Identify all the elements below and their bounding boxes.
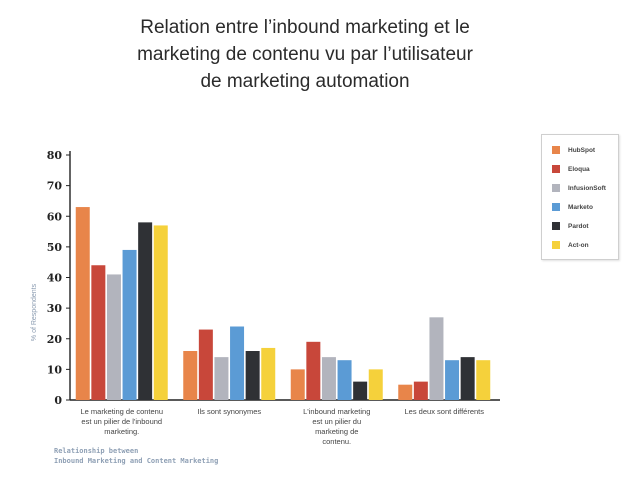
- bar-pardot: [138, 222, 153, 400]
- legend-item: Eloqua: [552, 163, 590, 175]
- legend-item: Act-on: [552, 239, 589, 251]
- bar-hubspot: [290, 369, 305, 400]
- legend-item: InfusionSoft: [552, 182, 606, 194]
- bar-eloqua: [306, 341, 321, 400]
- y-tick-label: 40: [47, 272, 63, 285]
- y-tick-label: 30: [47, 302, 63, 315]
- legend-label: Eloqua: [568, 165, 590, 173]
- y-tick-label: 20: [47, 333, 63, 346]
- legend-swatch: [552, 203, 560, 211]
- legend-label: HubSpot: [568, 146, 596, 154]
- bar-infusionsoft: [106, 274, 121, 400]
- bar-hubspot: [75, 207, 90, 400]
- y-tick-label: 60: [47, 210, 63, 223]
- bar-act-on: [153, 225, 168, 400]
- bar-marketo: [445, 360, 460, 400]
- bar-act-on: [261, 347, 276, 400]
- bar-marketo: [230, 326, 245, 400]
- y-tick-label: 50: [47, 241, 63, 254]
- bar-act-on: [368, 369, 383, 400]
- x-tick-label: Le marketing de contenu est un pilier de …: [80, 407, 163, 436]
- chart-title-line-2: marketing de contenu vu par l’utilisateu…: [137, 44, 473, 65]
- x-tick-label: Les deux sont différents: [405, 407, 485, 416]
- chart-footnote: Relationship between Inbound Marketing a…: [54, 446, 218, 466]
- chart-title: Relation entre l’inbound marketing et le…: [0, 14, 610, 95]
- y-tick-label: 0: [54, 394, 62, 407]
- bar-infusionsoft: [429, 317, 444, 400]
- legend-label: Marketo: [568, 203, 593, 211]
- chart-title-line-1: Relation entre l’inbound marketing et le: [140, 17, 470, 38]
- bar-infusionsoft: [321, 357, 336, 400]
- bar-eloqua: [91, 265, 106, 400]
- bar-marketo: [122, 249, 137, 400]
- legend-item: Marketo: [552, 201, 593, 213]
- bar-pardot: [353, 381, 368, 400]
- bar-eloqua: [413, 381, 428, 400]
- footnote-line-1: Relationship between: [54, 447, 139, 455]
- chart-title-line-3: de marketing automation: [200, 71, 410, 92]
- bar-infusionsoft: [214, 357, 229, 400]
- legend-item: HubSpot: [552, 144, 595, 156]
- legend-label: Act-on: [568, 241, 589, 249]
- y-axis-label: % of Respondents: [31, 283, 38, 341]
- y-tick-label: 70: [47, 180, 63, 193]
- bar-marketo: [337, 360, 352, 400]
- bar-hubspot: [183, 351, 198, 400]
- y-tick-label: 80: [47, 149, 63, 162]
- bar-pardot: [460, 357, 475, 400]
- y-tick-label: 10: [47, 363, 63, 376]
- x-tick-label: L'inbound marketing est un pilier du marke…: [303, 407, 370, 446]
- legend-swatch: [552, 146, 560, 154]
- legend-swatch: [552, 241, 560, 249]
- legend-swatch: [552, 184, 560, 192]
- legend-label: InfusionSoft: [568, 184, 606, 192]
- legend-item: Pardot: [552, 220, 589, 232]
- bar-hubspot: [398, 384, 413, 400]
- x-tick-label: Ils sont synonymes: [197, 407, 261, 416]
- bar-pardot: [245, 351, 260, 400]
- bar-act-on: [476, 360, 491, 400]
- legend-label: Pardot: [568, 222, 589, 230]
- footnote-line-2: Inbound Marketing and Content Marketing: [54, 457, 219, 465]
- bar-eloqua: [198, 329, 213, 400]
- legend-swatch: [552, 222, 560, 230]
- chart-legend: HubSpot Eloqua InfusionSoft Marketo Pardot Ac…: [541, 134, 619, 260]
- legend-swatch: [552, 165, 560, 173]
